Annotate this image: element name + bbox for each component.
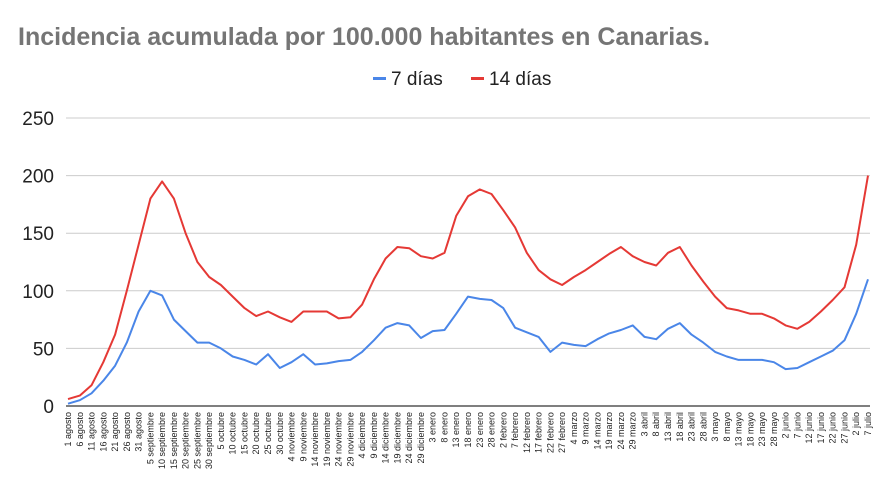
series-lines: [67, 175, 869, 405]
x-tick-label: 23 abril: [687, 412, 697, 442]
x-tick-label: 8 abril: [651, 412, 661, 437]
x-tick-label: 20 septiembre: [181, 412, 191, 469]
x-tick-label: 25 octubre: [263, 412, 273, 455]
x-tick-label: 20 octubre: [251, 412, 261, 455]
legend-label: 7 días: [391, 69, 443, 90]
x-tick-label: 28 mayo: [769, 412, 779, 447]
x-tick-label: 10 septiembre: [157, 412, 167, 469]
x-tick-label: 28 enero: [487, 412, 497, 448]
x-tick-label: 22 febrero: [545, 412, 555, 453]
x-tick-label: 3 enero: [428, 412, 438, 443]
x-tick-label: 9 marzo: [581, 412, 591, 445]
x-tick-label: 2 junio: [781, 412, 791, 439]
x-tick-label: 12 junio: [804, 412, 814, 444]
legend-swatch: [471, 77, 484, 80]
x-tick-label: 14 marzo: [592, 412, 602, 450]
x-tick-label: 9 diciembre: [369, 412, 379, 459]
x-tick-label: 29 diciembre: [416, 412, 426, 464]
x-tick-label: 25 septiembre: [192, 412, 202, 469]
legend-label: 14 días: [489, 69, 551, 90]
x-tick-label: 30 octubre: [275, 412, 285, 455]
x-tick-label: 13 abril: [663, 412, 673, 442]
x-tick-label: 27 febrero: [557, 412, 567, 453]
x-tick-label: 17 febrero: [534, 412, 544, 453]
series-line-0: [67, 278, 869, 405]
x-tick-label: 11 agosto: [87, 412, 97, 451]
x-tick-label: 16 agosto: [98, 412, 108, 452]
x-tick-label: 24 marzo: [616, 412, 626, 450]
x-axis-ticks: 1 agosto 6 agosto 11 agosto 16 agosto 21 ago…: [63, 412, 873, 469]
x-tick-label: 23 mayo: [757, 412, 767, 447]
y-tick-label: 150: [22, 224, 54, 245]
x-tick-label: 3 mayo: [710, 412, 720, 442]
x-tick-label: 19 marzo: [604, 412, 614, 450]
x-tick-label: 3 abril: [640, 412, 650, 437]
x-tick-label: 2 febrero: [498, 412, 508, 448]
x-tick-label: 7 junio: [792, 412, 802, 439]
x-tick-label: 4 marzo: [569, 412, 579, 445]
x-tick-label: 28 abril: [698, 412, 708, 442]
x-tick-label: 21 agosto: [110, 412, 120, 452]
x-tick-label: 24 diciembre: [404, 412, 414, 464]
x-tick-label: 4 diciembre: [357, 412, 367, 459]
x-tick-label: 5 octubre: [216, 412, 226, 450]
x-tick-label: 14 diciembre: [381, 412, 391, 464]
x-tick-label: 15 septiembre: [169, 412, 179, 469]
x-tick-label: 13 mayo: [734, 412, 744, 447]
y-tick-label: 50: [33, 339, 54, 360]
y-tick-label: 0: [43, 397, 54, 418]
y-tick-label: 200: [22, 167, 54, 188]
x-tick-label: 13 enero: [451, 412, 461, 448]
x-tick-label: 23 enero: [475, 412, 485, 448]
x-tick-label: 7 febrero: [510, 412, 520, 448]
x-tick-label: 26 agosto: [122, 412, 132, 452]
x-tick-label: 31 agosto: [134, 412, 144, 452]
x-tick-label: 29 marzo: [628, 412, 638, 450]
x-tick-label: 2 julio: [851, 412, 861, 436]
x-tick-label: 12 febrero: [522, 412, 532, 453]
gridlines: [66, 117, 870, 349]
x-tick-label: 15 octubre: [240, 412, 250, 455]
x-tick-label: 18 mayo: [745, 412, 755, 447]
x-tick-label: 19 diciembre: [392, 412, 402, 464]
series-line-1: [67, 175, 869, 401]
legend-swatch: [373, 77, 386, 80]
legend: 7 días 14 días: [373, 69, 551, 90]
x-tick-label: 29 noviembre: [345, 412, 355, 467]
x-tick-label: 22 junio: [828, 412, 838, 444]
x-tick-label: 9 noviembre: [298, 412, 308, 462]
y-tick-label: 250: [22, 109, 54, 130]
y-axis-ticks: 0 50 100 150 200 250: [22, 109, 54, 418]
x-tick-label: 27 junio: [840, 412, 850, 444]
x-tick-label: 5 septiembre: [145, 412, 155, 464]
x-tick-label: 18 enero: [463, 412, 473, 448]
x-tick-label: 8 enero: [440, 412, 450, 443]
x-tick-label: 10 octubre: [228, 412, 238, 455]
x-tick-label: 6 agosto: [75, 412, 85, 447]
x-tick-label: 14 noviembre: [310, 412, 320, 467]
x-tick-label: 7 julio: [863, 412, 873, 436]
x-tick-label: 4 noviembre: [287, 412, 297, 462]
chart-title: Incidencia acumulada por 100.000 habitan…: [18, 23, 710, 51]
x-tick-label: 1 agosto: [63, 412, 73, 447]
x-tick-label: 8 mayo: [722, 412, 732, 442]
x-tick-label: 24 noviembre: [334, 412, 344, 467]
x-tick-label: 18 abril: [675, 412, 685, 442]
x-tick-label: 30 septiembre: [204, 412, 214, 469]
y-tick-label: 100: [22, 282, 54, 303]
x-tick-label: 17 junio: [816, 412, 826, 444]
x-tick-label: 19 noviembre: [322, 412, 332, 467]
